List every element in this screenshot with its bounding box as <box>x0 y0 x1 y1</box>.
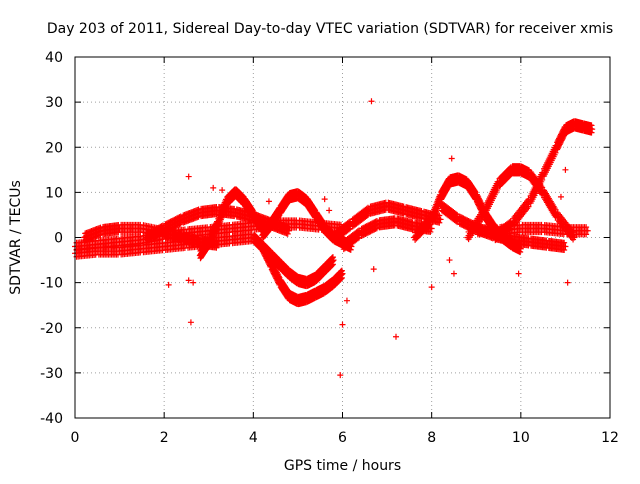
series-track-hump-3-4 <box>196 186 266 262</box>
data-point <box>185 173 192 180</box>
data-point-interp <box>213 244 220 251</box>
data-point <box>210 184 217 191</box>
data-point <box>515 270 522 277</box>
y-tick-label: 10 <box>45 185 63 201</box>
data-point <box>448 155 455 162</box>
y-tick-label: 0 <box>54 231 63 247</box>
y-tick-label: 30 <box>45 95 63 111</box>
data-point <box>265 198 272 205</box>
data-point <box>393 333 399 340</box>
data-point <box>214 241 221 248</box>
data-point <box>428 284 435 291</box>
data-point <box>321 196 328 203</box>
y-tick-label: -40 <box>40 411 63 427</box>
series-track-flat-late <box>473 221 591 238</box>
x-tick-label: 4 <box>249 430 258 446</box>
x-tick-label: 6 <box>338 430 347 446</box>
data-point-interp <box>213 237 220 244</box>
data-point <box>450 270 457 277</box>
data-point <box>343 297 350 304</box>
data-point <box>339 321 346 328</box>
x-tick-label: 8 <box>427 430 436 446</box>
data-point <box>187 319 194 326</box>
data-point <box>219 187 226 194</box>
data-point <box>446 257 453 264</box>
data-point <box>557 193 564 200</box>
data-point-interp <box>158 230 165 237</box>
y-tick-label: 40 <box>45 50 63 66</box>
x-axis-title: GPS time / hours <box>284 458 401 474</box>
x-tick-label: 12 <box>601 430 619 446</box>
chart-title: Day 203 of 2011, Sidereal Day-to-day VTE… <box>47 21 613 37</box>
data-point <box>326 207 333 214</box>
y-tick-label: -20 <box>40 321 63 337</box>
y-tick-label: 20 <box>45 140 63 156</box>
data-point <box>165 281 172 288</box>
x-tick-label: 10 <box>512 430 530 446</box>
data-point <box>562 166 569 173</box>
data-point <box>368 98 375 105</box>
data-point <box>370 266 377 273</box>
y-tick-label: -10 <box>40 276 63 292</box>
y-tick-label: -30 <box>40 366 63 382</box>
data-point <box>564 279 571 286</box>
marks-layer <box>72 98 596 379</box>
y-axis-title: SDTVAR / TECUs <box>8 180 24 295</box>
x-tick-label: 2 <box>160 430 169 446</box>
x-tick-label: 0 <box>71 430 80 446</box>
